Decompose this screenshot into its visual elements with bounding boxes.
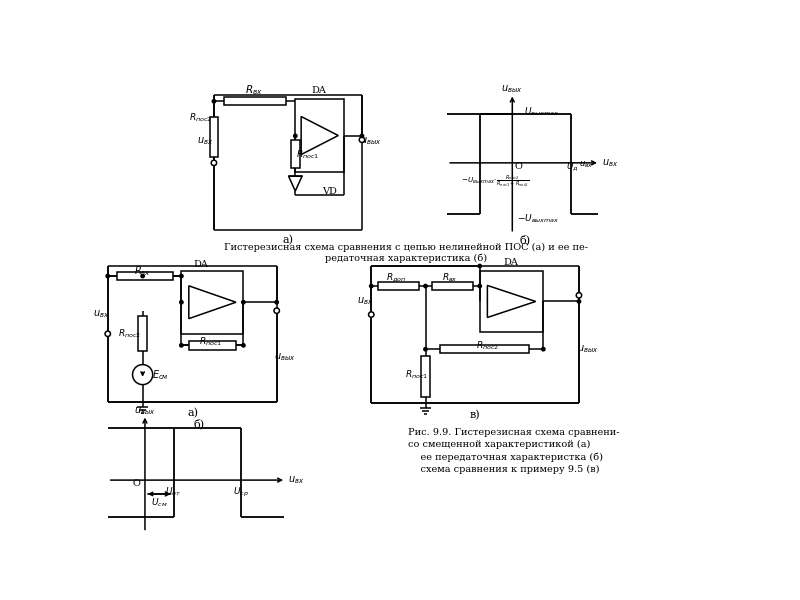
Circle shape: [576, 293, 582, 298]
Bar: [189, 341, 236, 350]
Text: редаточная характеристика (б): редаточная характеристика (б): [325, 254, 487, 263]
Bar: [432, 282, 474, 290]
Text: в): в): [470, 409, 481, 420]
Text: $u_{вх}$: $u_{вх}$: [288, 474, 305, 486]
Text: DA: DA: [503, 259, 518, 268]
Text: Рис. 9.9. Гистерезисная схема сравнени-: Рис. 9.9. Гистерезисная схема сравнени-: [409, 428, 620, 437]
Bar: [422, 356, 430, 397]
Text: O: O: [133, 479, 140, 488]
Text: $U_{ср}$: $U_{ср}$: [233, 485, 249, 499]
Bar: [291, 140, 299, 168]
Circle shape: [424, 347, 427, 351]
Circle shape: [133, 365, 153, 385]
Circle shape: [180, 344, 183, 347]
Bar: [378, 282, 419, 290]
Circle shape: [242, 344, 245, 347]
Bar: [224, 97, 286, 106]
Text: $R_{пос1}$: $R_{пос1}$: [296, 149, 319, 161]
Text: DA: DA: [312, 86, 326, 95]
Bar: [138, 316, 147, 352]
Text: $u_{вх}$: $u_{вх}$: [602, 157, 618, 169]
Circle shape: [274, 308, 279, 313]
Text: DA: DA: [194, 260, 208, 269]
Text: б): б): [194, 419, 205, 429]
Circle shape: [105, 331, 110, 337]
Circle shape: [542, 347, 545, 351]
Circle shape: [360, 134, 364, 137]
Text: VD: VD: [322, 187, 337, 196]
Text: $U_{от}$: $U_{от}$: [166, 485, 182, 498]
Text: $U_{выхmax}$: $U_{выхmax}$: [524, 106, 559, 118]
Text: $u_{вх}$: $u_{вх}$: [197, 136, 213, 147]
Text: $u_{вых}$: $u_{вых}$: [578, 343, 599, 355]
Polygon shape: [289, 176, 302, 191]
Text: $R_{пос2}$: $R_{пос2}$: [190, 112, 212, 124]
Circle shape: [106, 274, 110, 278]
Polygon shape: [301, 116, 338, 155]
Bar: [210, 117, 218, 157]
Text: а): а): [282, 235, 293, 245]
Text: $u_{вх}$: $u_{вх}$: [94, 308, 110, 320]
Polygon shape: [487, 286, 536, 317]
Text: O: O: [514, 162, 522, 171]
Text: $R_{пос1}$: $R_{пос1}$: [405, 368, 428, 381]
Circle shape: [478, 284, 482, 288]
Circle shape: [275, 301, 278, 304]
Circle shape: [180, 274, 183, 278]
Text: $-U_{выхmax}$: $-U_{выхmax}$: [517, 212, 559, 224]
Text: схема сравнения к примеру 9.5 (в): схема сравнения к примеру 9.5 (в): [409, 464, 600, 474]
Text: а): а): [187, 408, 198, 418]
Circle shape: [294, 134, 297, 137]
Text: $U_д$: $U_д$: [566, 160, 579, 173]
Text: ее передаточная характеристка (б): ее передаточная характеристка (б): [409, 452, 603, 462]
Bar: [295, 99, 344, 172]
Circle shape: [242, 301, 245, 304]
Bar: [440, 345, 529, 353]
Text: б): б): [519, 235, 530, 245]
Text: $u_{вых}$: $u_{вых}$: [502, 83, 523, 95]
Text: $R_{вх}$: $R_{вх}$: [442, 271, 458, 284]
Polygon shape: [189, 286, 236, 319]
Bar: [117, 272, 173, 280]
Bar: [480, 271, 543, 332]
Circle shape: [370, 284, 373, 288]
Text: $u_{вых}$: $u_{вых}$: [274, 351, 295, 363]
Circle shape: [141, 274, 144, 278]
Circle shape: [212, 100, 216, 103]
Text: $R_{доп}$: $R_{доп}$: [386, 271, 406, 284]
Text: $E_{см}$: $E_{см}$: [152, 368, 169, 382]
Text: $u_{вых}$: $u_{вых}$: [134, 405, 156, 416]
Text: $R_{вх}$: $R_{вх}$: [134, 264, 151, 278]
Text: $R_{пос1}$: $R_{пос1}$: [199, 335, 222, 348]
Bar: [182, 271, 243, 334]
Circle shape: [211, 160, 217, 166]
Circle shape: [424, 284, 427, 288]
Text: Гистерезисная схема сравнения с цепью нелинейной ПОС (а) и ее пе-: Гистерезисная схема сравнения с цепью не…: [224, 243, 588, 252]
Circle shape: [359, 137, 365, 142]
Text: со смещенной характеристикой (а): со смещенной характеристикой (а): [409, 440, 591, 449]
Text: $-U_{выхmax}\!\cdot\!\frac{R_{пос2}}{R_{пос1}+R_{пос2}}$: $-U_{выхmax}\!\cdot\!\frac{R_{пос2}}{R_{…: [461, 173, 530, 190]
Circle shape: [478, 265, 482, 268]
Text: $R_{пос2}$: $R_{пос2}$: [118, 328, 141, 340]
Circle shape: [369, 312, 374, 317]
Text: $u_{вых}$: $u_{вых}$: [361, 136, 382, 147]
Text: $u_{вх}$: $u_{вх}$: [357, 296, 373, 307]
Text: $R_{вх}$: $R_{вх}$: [245, 83, 262, 97]
Circle shape: [180, 301, 183, 304]
Text: $U_{см}$: $U_{см}$: [150, 496, 167, 509]
Text: $u_{вх}$: $u_{вх}$: [578, 160, 593, 170]
Text: $R_{пос2}$: $R_{пос2}$: [476, 339, 499, 352]
Circle shape: [578, 300, 581, 303]
